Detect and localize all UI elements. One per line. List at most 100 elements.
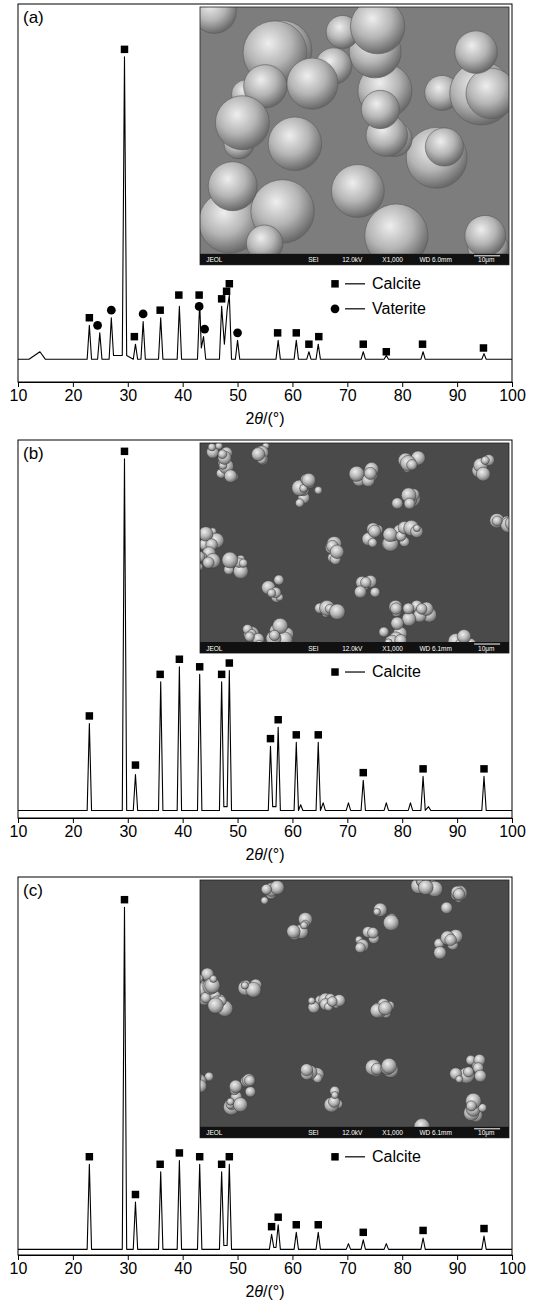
legend-dash [345, 283, 365, 284]
sem-particle [208, 162, 257, 211]
sem-info-text: 10μm [478, 1129, 494, 1137]
legend-dash [345, 308, 365, 309]
sem-info-text: WD 6.1mm [419, 1129, 452, 1136]
sem-particle [210, 975, 217, 982]
x-tick-mark [238, 1255, 239, 1260]
peak-marker [293, 329, 300, 336]
x-tick-mark [347, 382, 348, 387]
sem-info-text: SEI [308, 256, 319, 263]
sem-particle [327, 997, 337, 1007]
sem-inset: JEOLSEI12.0kVX1,000WD 6.1mm10μm [186, 869, 509, 1149]
sem-particles [200, 7, 509, 265]
x-tick-mark [512, 1255, 513, 1260]
sem-particles [200, 880, 503, 1138]
x-tick: 100 [499, 1255, 526, 1277]
sem-particle [407, 460, 418, 471]
x-tick-mark [457, 382, 458, 387]
sem-info-text: 12.0kV [342, 1129, 363, 1136]
sem-particle [227, 1098, 234, 1105]
sem-particle [218, 450, 227, 459]
x-tick: 20 [64, 818, 82, 840]
sem-particle [434, 946, 447, 959]
sem-particle [268, 117, 322, 171]
sem-info-text: SEI [308, 645, 319, 652]
sem-particle [244, 1075, 255, 1086]
sem-background [200, 443, 509, 653]
sem-background [200, 880, 509, 1138]
x-tick: 10 [10, 382, 28, 404]
sem-particle [392, 498, 403, 509]
x-axis-title-part: θ [254, 410, 263, 427]
legend-label: Vaterite [372, 300, 426, 317]
peak-marker [233, 328, 242, 337]
legend-label: Calcite [372, 1148, 421, 1165]
x-tick-label: 30 [119, 387, 137, 404]
plot-frame [18, 440, 512, 818]
figure: 1020304050607080901002θ/(°)(a)JEOLSEI12.… [0, 0, 535, 1315]
peak-marker [360, 1229, 367, 1236]
x-tick: 80 [394, 382, 412, 404]
x-tick-label: 100 [499, 1260, 526, 1277]
peak-marker [360, 340, 367, 347]
x-tick-mark [457, 1255, 458, 1260]
x-tick-label: 70 [339, 1260, 357, 1277]
x-tick: 70 [339, 1255, 357, 1277]
sem-particle [383, 528, 397, 542]
peak-marker [131, 333, 138, 340]
x-tick-label: 50 [229, 823, 247, 840]
x-axis-title-part: 2 [245, 1283, 254, 1300]
sem-particle [441, 902, 453, 914]
legend-symbol [331, 304, 340, 313]
x-axis-line [19, 382, 513, 383]
sem-particle [229, 1080, 242, 1093]
x-axis-title: 2θ/(°) [245, 846, 284, 863]
sem-particle [457, 630, 471, 644]
sem-particle [389, 600, 402, 613]
sem-particle [287, 925, 300, 938]
x-tick-label: 60 [284, 823, 302, 840]
peak-marker [175, 291, 182, 298]
peak-marker [480, 1225, 487, 1232]
x-tick: 10 [10, 1255, 28, 1277]
panel-label: (b) [23, 444, 44, 463]
sem-particle [455, 31, 498, 74]
peak-marker [360, 769, 367, 776]
sem-particle [208, 443, 216, 451]
panel: 1020304050607080901002θ/(°)(c)JEOLSEI12.… [10, 869, 526, 1300]
peak-marker [315, 1221, 322, 1228]
x-tick-label: 20 [64, 823, 82, 840]
x-tick-label: 60 [284, 1260, 302, 1277]
sem-particle [373, 903, 387, 917]
peak-marker [86, 712, 93, 719]
sem-frame [200, 443, 509, 653]
x-tick: 100 [499, 382, 526, 404]
legend-label: Calcite [372, 275, 421, 292]
sem-info-text: X1,000 [382, 645, 403, 652]
sem-particle [215, 96, 269, 150]
sem-info-text: WD 6.0mm [419, 256, 452, 263]
x-tick-mark [238, 818, 239, 823]
sem-particle [261, 897, 268, 904]
x-tick: 50 [229, 382, 247, 404]
peak-marker [156, 306, 163, 313]
peak-marker [267, 735, 274, 742]
sem-particle [261, 884, 271, 894]
sem-particle [252, 448, 265, 461]
sem-particle [379, 627, 389, 637]
peak-marker [315, 333, 322, 340]
sem-particle [476, 467, 490, 481]
peak-marker [121, 448, 128, 455]
panel: 1020304050607080901002θ/(°)(b)JEOLSEI12.… [10, 440, 526, 863]
x-tick: 100 [499, 818, 526, 840]
x-tick-mark [183, 1255, 184, 1260]
peak-marker [86, 1153, 93, 1160]
x-tick-mark [292, 818, 293, 823]
legend-item: Calcite [331, 663, 421, 680]
sem-particle [445, 934, 457, 946]
x-tick: 60 [284, 818, 302, 840]
sem-particle [270, 881, 284, 895]
x-axis-title: 2θ/(°) [245, 410, 284, 427]
x-axis-line [19, 818, 513, 819]
sem-particle [379, 1001, 393, 1015]
x-tick-label: 80 [394, 823, 412, 840]
